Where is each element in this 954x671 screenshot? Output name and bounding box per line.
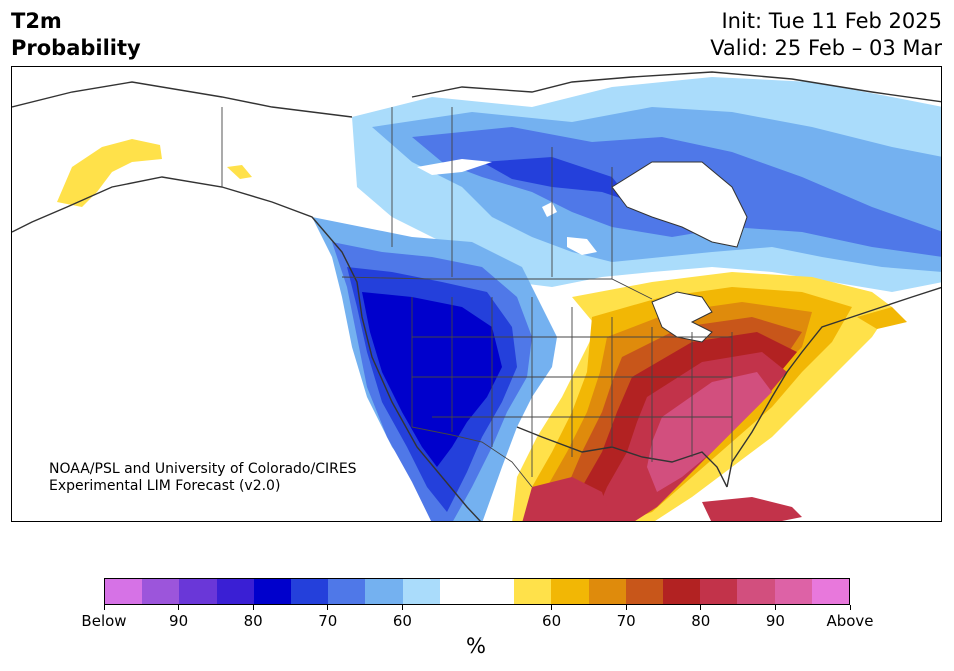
colorbar-segment [105,579,143,604]
mexico-south-warm [522,477,612,521]
colorbar-segment [811,579,850,604]
west-us-deep-blue-core [362,292,502,467]
colorbar-tick-mark [252,605,254,610]
gulf-coast [516,426,728,488]
pacific-coast [12,176,482,521]
alaska-north-coast [12,81,353,118]
forecast-dates: Init: Tue 11 Feb 2025 Valid: 25 Feb – 03… [710,8,942,62]
credit-text: NOAA/PSL and University of Colorado/CIRE… [49,461,357,495]
colorbar-segment [291,579,329,604]
colorbar-segment [737,579,775,604]
colorbar-unit: % [466,634,486,658]
colorbar-tick-label: 70 [616,612,636,630]
colorbar-segment [365,579,403,604]
colorbar-tick-mark [551,605,553,610]
canada-provinces [391,107,613,279]
title-line-1: T2m [11,9,62,33]
credit-line-1: NOAA/PSL and University of Colorado/CIRE… [49,461,357,477]
colorbar-tick-label: 80 [243,612,263,630]
colorbar-tick-mark [849,605,851,610]
hudson-bay [611,161,748,248]
colorbar-segment [216,579,254,604]
colorbar-tick-label: 60 [542,612,562,630]
colorbar-tick-mark [178,605,180,610]
great-lakes [651,291,713,343]
hudson-bay-darker-region [482,157,632,202]
colorbar-tick-label: Below [81,612,127,630]
caribbean-warm-region [702,497,802,521]
colorbar-segment [551,579,589,604]
credit-line-2: Experimental LIM Forecast (v2.0) [49,478,281,494]
colorbar-tick-mark [774,605,776,610]
alaska-yellow-region [57,139,162,207]
atlantic-coast [726,286,941,488]
colorbar-tick-mark [103,605,105,610]
colorbar-tick-mark [401,605,403,610]
newfoundland-gold [857,307,907,329]
colorbar-tick-label: 90 [169,612,189,630]
map-title: T2m Probability [11,8,141,62]
init-date: Init: Tue 11 Feb 2025 [721,9,942,33]
alaska-small-yellow [227,165,252,179]
colorbar-segment [142,579,180,604]
colorbar-segment [253,579,292,604]
valid-date: Valid: 25 Feb – 03 Mar [710,36,942,60]
colorbar-segment [588,579,626,604]
colorbar-segment [514,579,552,604]
map-canvas [12,67,941,521]
us-canada-border [341,276,653,300]
colorbar-tick-label: 60 [392,612,412,630]
white-lake-3 [542,202,557,217]
colorbar-tick-mark [700,605,702,610]
coastlines [12,71,941,521]
colorbar-tick-label: 90 [765,612,785,630]
colorbar-segment [402,579,440,604]
colorbar-tick-label: Above [826,612,874,630]
colorbar-tick-mark [327,605,329,610]
southeast-us-pink-core [647,372,772,492]
us-mexico-border [411,426,533,488]
colorbar-tick-mark [625,605,627,610]
colorbar-segment [774,579,812,604]
arctic-islands [411,71,941,103]
probability-colorbar [104,578,850,605]
white-lake-1 [417,159,492,175]
colorbar-segment [439,579,515,604]
forecast-map: NOAA/PSL and University of Colorado/CIRE… [11,66,942,522]
colorbar-segment [663,579,701,604]
colorbar-segment [625,579,664,604]
colorbar-tick-label: 70 [318,612,338,630]
political-borders [221,107,733,488]
title-line-2: Probability [11,36,141,60]
us-states [411,297,733,477]
colorbar-segment [179,579,217,604]
colorbar-tick-label: 80 [691,612,711,630]
white-lake-2 [567,237,597,255]
colorbar-segment [328,579,366,604]
colorbar-segment [700,579,738,604]
